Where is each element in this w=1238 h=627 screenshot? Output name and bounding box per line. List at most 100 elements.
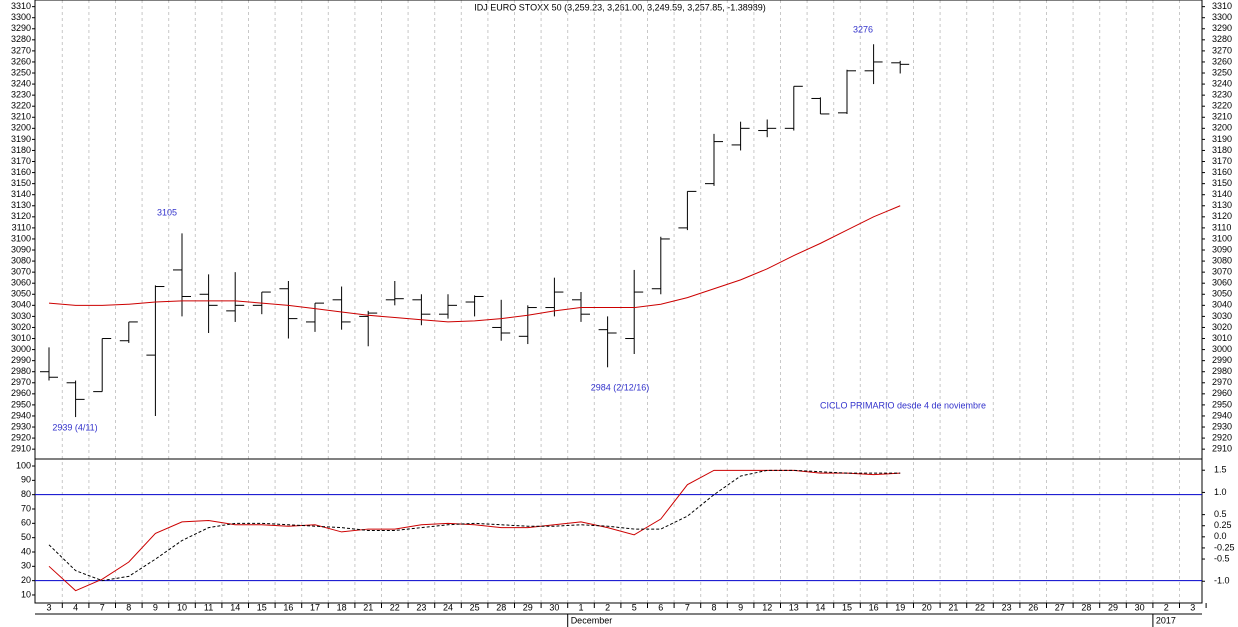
y-tick-label: 3190 (11, 134, 31, 144)
y-tick-label: 30 (21, 561, 31, 571)
y-tick-label: 10 (21, 589, 31, 599)
y-tick-label: 3100 (11, 233, 31, 243)
x-tick-label: 13 (789, 602, 799, 612)
y-tick-label: 3120 (11, 211, 31, 221)
y-tick-label: 3130 (11, 200, 31, 210)
y-tick-label: 3050 (11, 289, 31, 299)
y-tick-label: 3300 (11, 12, 31, 22)
y-tick-label: 40 (21, 546, 31, 556)
y-tick-label-right: 3310 (1212, 1, 1232, 11)
y-tick-label-right: 3230 (1212, 90, 1232, 100)
y-tick-label-right: 3200 (1212, 123, 1232, 133)
y-tick-label-right: 3040 (1212, 300, 1232, 310)
x-tick-label: 10 (177, 602, 187, 612)
y-tick-label: 2910 (11, 444, 31, 454)
x-tick-label: 16 (869, 602, 879, 612)
y-tick-label-right: 3020 (1212, 322, 1232, 332)
x-tick-label: 16 (283, 602, 293, 612)
x-tick-label: 4 (73, 602, 78, 612)
x-tick-label: 18 (337, 602, 347, 612)
y-tick-label-right: 3030 (1212, 311, 1232, 321)
y-tick-label-right: 2930 (1212, 421, 1232, 431)
y-tick-label-right: 3300 (1212, 12, 1232, 22)
y-tick-label-right: 2980 (1212, 366, 1232, 376)
y-tick-label: 3200 (11, 123, 31, 133)
y-tick-label-right: 3080 (1212, 255, 1232, 265)
y-tick-label-right: 3120 (1212, 211, 1232, 221)
x-tick-label: 30 (549, 602, 559, 612)
annotation: 2939 (4/11) (52, 422, 97, 432)
x-tick-label: 3 (46, 602, 51, 612)
series-line (48, 469, 901, 582)
y-tick-label-right: 3220 (1212, 101, 1232, 111)
y-tick-label: 2970 (11, 377, 31, 387)
y-tick-label: 20 (21, 575, 31, 585)
y-tick-label: 2950 (11, 399, 31, 409)
y-tick-label: 3250 (11, 67, 31, 77)
annotation: 2984 (2/12/16) (591, 382, 650, 392)
x-tick-label: 15 (842, 602, 852, 612)
x-tick-label: 20 (922, 602, 932, 612)
y-tick-label: 2980 (11, 366, 31, 376)
x-tick-label: 5 (632, 602, 637, 612)
y-tick-label: 3030 (11, 311, 31, 321)
y-tick-label: 2930 (11, 421, 31, 431)
x-tick-label: 30 (1135, 602, 1145, 612)
y-tick-label: 3000 (11, 344, 31, 354)
annotation: 3105 (157, 207, 177, 217)
y-tick-label-right: 3190 (1212, 134, 1232, 144)
y-tick-label: 3160 (11, 167, 31, 177)
y-tick-label-right: 3240 (1212, 78, 1232, 88)
y2-tick-label: -0.25 (1214, 542, 1235, 552)
x-tick-label: 23 (1002, 602, 1012, 612)
y-tick-label: 3270 (11, 45, 31, 55)
y-tick-label: 3310 (11, 1, 31, 11)
y-tick-label-right: 3160 (1212, 167, 1232, 177)
series-line (48, 205, 901, 323)
y-tick-label: 90 (21, 475, 31, 485)
x-tick-label: 29 (1108, 602, 1118, 612)
y2-tick-label: 0.5 (1214, 509, 1227, 519)
x-tick-label: 9 (738, 602, 743, 612)
x-tick-label: 24 (443, 602, 453, 612)
y-tick-label: 50 (21, 532, 31, 542)
y-tick-label-right: 3270 (1212, 45, 1232, 55)
x-tick-label: 6 (658, 602, 663, 612)
y-tick-label: 100 (16, 460, 31, 470)
y-tick-label: 3140 (11, 189, 31, 199)
y-tick-label: 3170 (11, 156, 31, 166)
x-tick-label: 21 (948, 602, 958, 612)
y2-tick-label: 0.25 (1214, 520, 1232, 530)
x-tick-label: 7 (100, 602, 105, 612)
x-tick-label: 22 (390, 602, 400, 612)
y-tick-label-right: 3010 (1212, 333, 1232, 343)
x-tick-label: 29 (523, 602, 533, 612)
x-tick-label: 22 (975, 602, 985, 612)
y-tick-label: 60 (21, 518, 31, 528)
y-tick-label: 3210 (11, 112, 31, 122)
y-tick-label-right: 3150 (1212, 178, 1232, 188)
x-tick-label: 19 (895, 602, 905, 612)
y2-tick-label: -0.5 (1214, 553, 1230, 563)
y-tick-label: 70 (21, 503, 31, 513)
y2-tick-label: 1.0 (1214, 487, 1227, 497)
y-tick-label-right: 3170 (1212, 156, 1232, 166)
x-tick-label: 28 (496, 602, 506, 612)
y-tick-label-right: 3140 (1212, 189, 1232, 199)
y-tick-label-right: 3260 (1212, 56, 1232, 66)
chart-title: IDJ EURO STOXX 50 (3,259.23, 3,261.00, 3… (474, 2, 766, 12)
series-line (48, 469, 901, 592)
y-tick-label: 3240 (11, 78, 31, 88)
annotation: CICLO PRIMARIO desde 4 de noviembre (820, 400, 986, 410)
y-tick-label-right: 2950 (1212, 399, 1232, 409)
y-tick-label-right: 2970 (1212, 377, 1232, 387)
x-tick-label: 25 (470, 602, 480, 612)
y-tick-label-right: 2910 (1212, 444, 1232, 454)
y-tick-label-right: 3280 (1212, 34, 1232, 44)
x-tick-label: 8 (711, 602, 716, 612)
y-tick-label-right: 3130 (1212, 200, 1232, 210)
x-tick-label: 8 (126, 602, 131, 612)
y-tick-label-right: 3290 (1212, 23, 1232, 33)
month-label: 2017 (1156, 615, 1176, 625)
